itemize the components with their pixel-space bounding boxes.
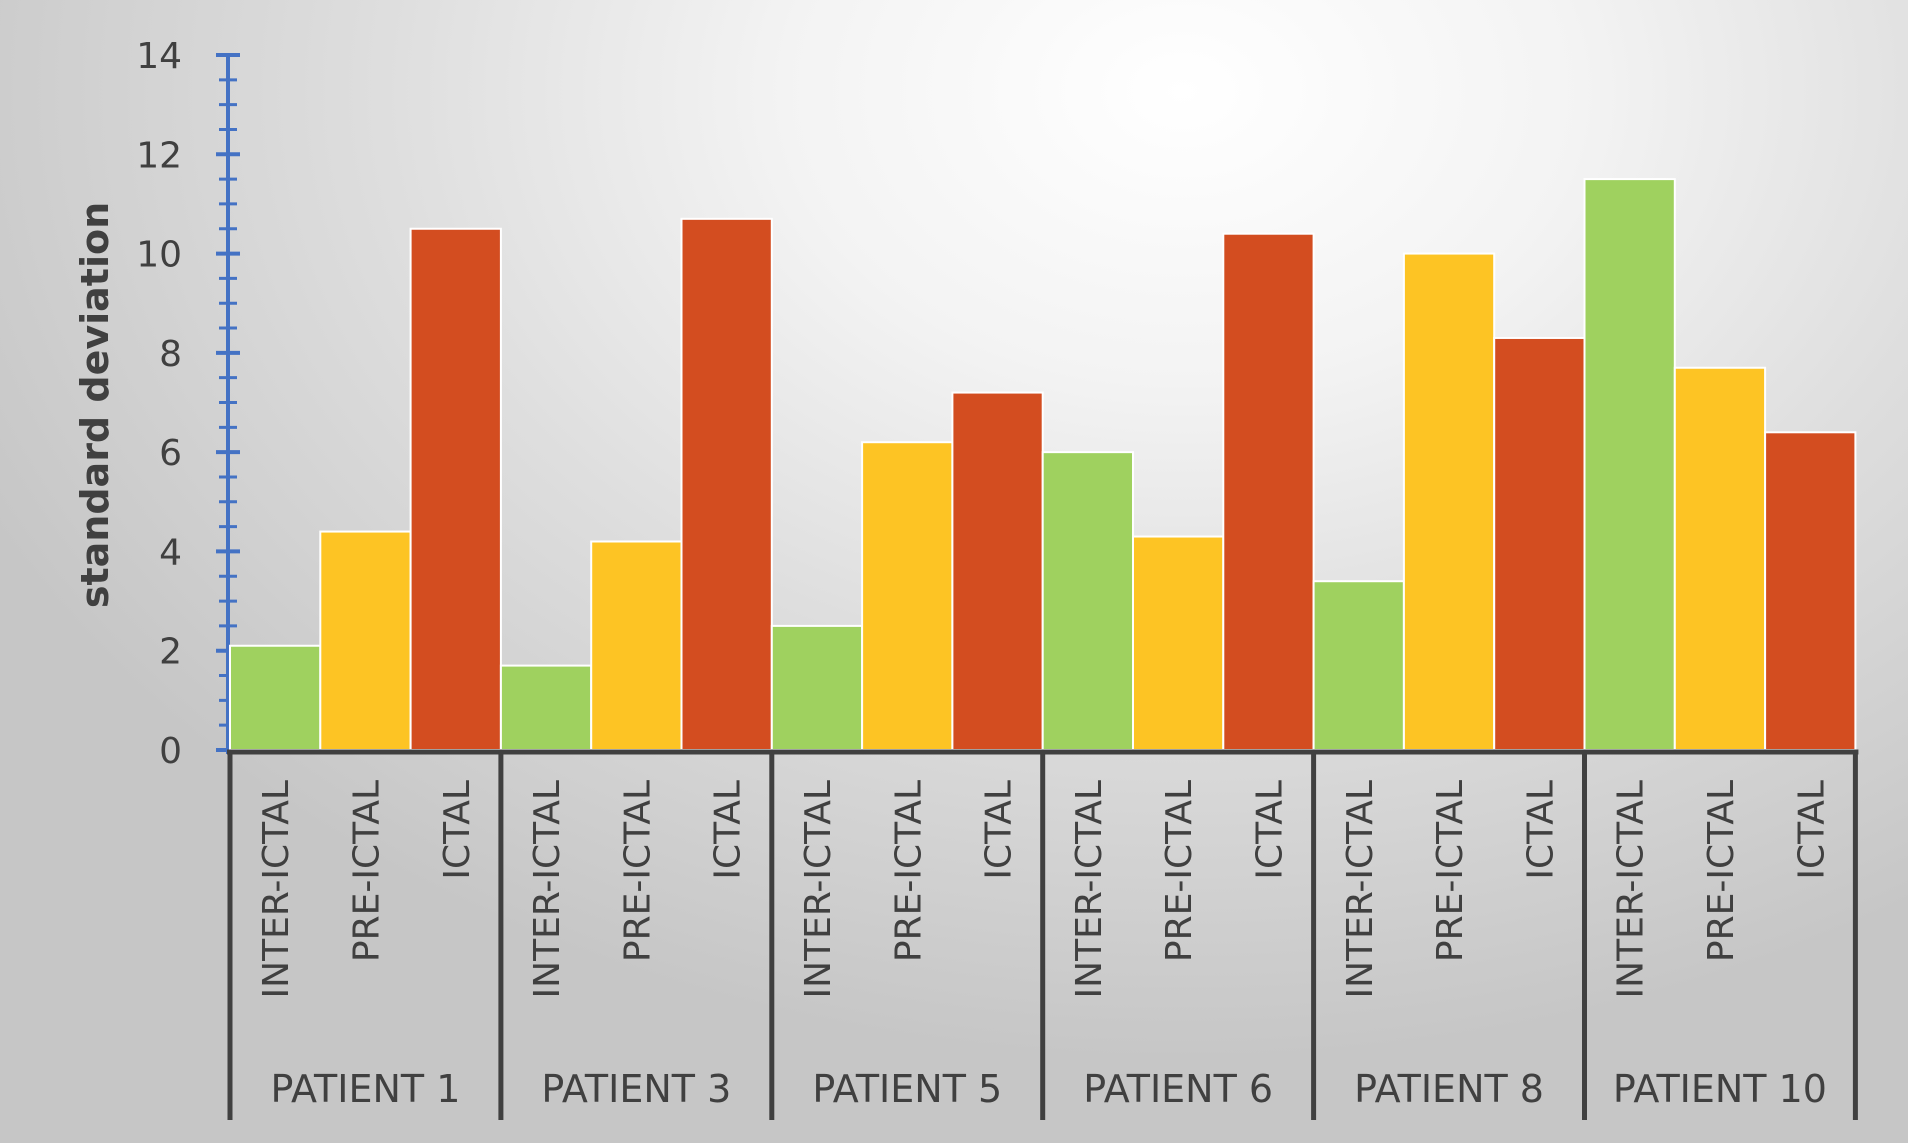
bar bbox=[1222, 232, 1315, 751]
bar bbox=[1132, 535, 1225, 751]
y-tick-label: 2 bbox=[159, 632, 182, 673]
x-tick-label: PRE-ICTAL bbox=[1159, 780, 1200, 962]
bars bbox=[229, 178, 1857, 752]
x-tick-label: INTER-ICTAL bbox=[527, 780, 568, 998]
y-tick-label: 12 bbox=[136, 135, 182, 176]
x-tick-label: INTER-ICTAL bbox=[256, 780, 297, 998]
bar bbox=[1764, 431, 1857, 751]
group-label: PATIENT 6 bbox=[1083, 1067, 1273, 1111]
bar bbox=[1402, 252, 1496, 751]
bar bbox=[409, 227, 502, 751]
bar bbox=[1041, 451, 1134, 751]
x-tick-label: ICTAL bbox=[1249, 780, 1290, 880]
x-tick-label: PRE-ICTAL bbox=[1430, 780, 1471, 962]
x-tick-label: PRE-ICTAL bbox=[617, 780, 658, 962]
bar bbox=[319, 530, 412, 751]
y-axis: 0 2 4 6 8 10 12 14 bbox=[136, 36, 240, 772]
bar bbox=[1312, 580, 1405, 752]
y-tick-label: 0 bbox=[159, 731, 182, 772]
category-labels: INTER-ICTAL PRE-ICTAL ICTAL INTER-ICTAL PRE-… bbox=[256, 780, 1832, 1111]
x-tick-label: ICTAL bbox=[708, 780, 749, 880]
category-frame bbox=[227, 749, 1859, 1120]
y-tick-label: 8 bbox=[159, 334, 182, 375]
x-tick-label: ICTAL bbox=[979, 780, 1020, 880]
bar bbox=[590, 540, 683, 751]
bar bbox=[1583, 178, 1676, 752]
x-tick-label: INTER-ICTAL bbox=[1069, 780, 1110, 998]
y-tick-label: 6 bbox=[159, 433, 182, 474]
bar bbox=[951, 391, 1044, 751]
bar bbox=[499, 664, 593, 751]
group-label: PATIENT 10 bbox=[1613, 1067, 1827, 1111]
group-label: PATIENT 1 bbox=[271, 1067, 461, 1111]
x-tick-label: INTER-ICTAL bbox=[1611, 780, 1652, 998]
bar bbox=[1493, 336, 1586, 751]
group-label: PATIENT 3 bbox=[541, 1067, 731, 1111]
x-tick-label: PRE-ICTAL bbox=[1701, 780, 1742, 962]
x-tick-label: INTER-ICTAL bbox=[1340, 780, 1381, 998]
x-tick-label: ICTAL bbox=[1791, 780, 1832, 880]
y-axis-label: standard deviation bbox=[73, 202, 117, 608]
y-tick-label: 10 bbox=[136, 235, 182, 276]
group-label: PATIENT 8 bbox=[1354, 1067, 1544, 1111]
bar bbox=[1673, 366, 1767, 751]
bar bbox=[229, 644, 322, 751]
bar bbox=[861, 441, 954, 751]
x-tick-label: PRE-ICTAL bbox=[346, 780, 387, 962]
bar bbox=[680, 217, 773, 752]
y-tick-label: 4 bbox=[159, 532, 182, 573]
group-label: PATIENT 5 bbox=[812, 1067, 1002, 1111]
y-tick-label: 14 bbox=[136, 36, 182, 77]
bar bbox=[770, 624, 864, 752]
x-tick-label: PRE-ICTAL bbox=[888, 780, 929, 962]
x-tick-label: ICTAL bbox=[1520, 780, 1561, 880]
x-tick-label: INTER-ICTAL bbox=[798, 780, 839, 998]
x-tick-label: ICTAL bbox=[437, 780, 478, 880]
